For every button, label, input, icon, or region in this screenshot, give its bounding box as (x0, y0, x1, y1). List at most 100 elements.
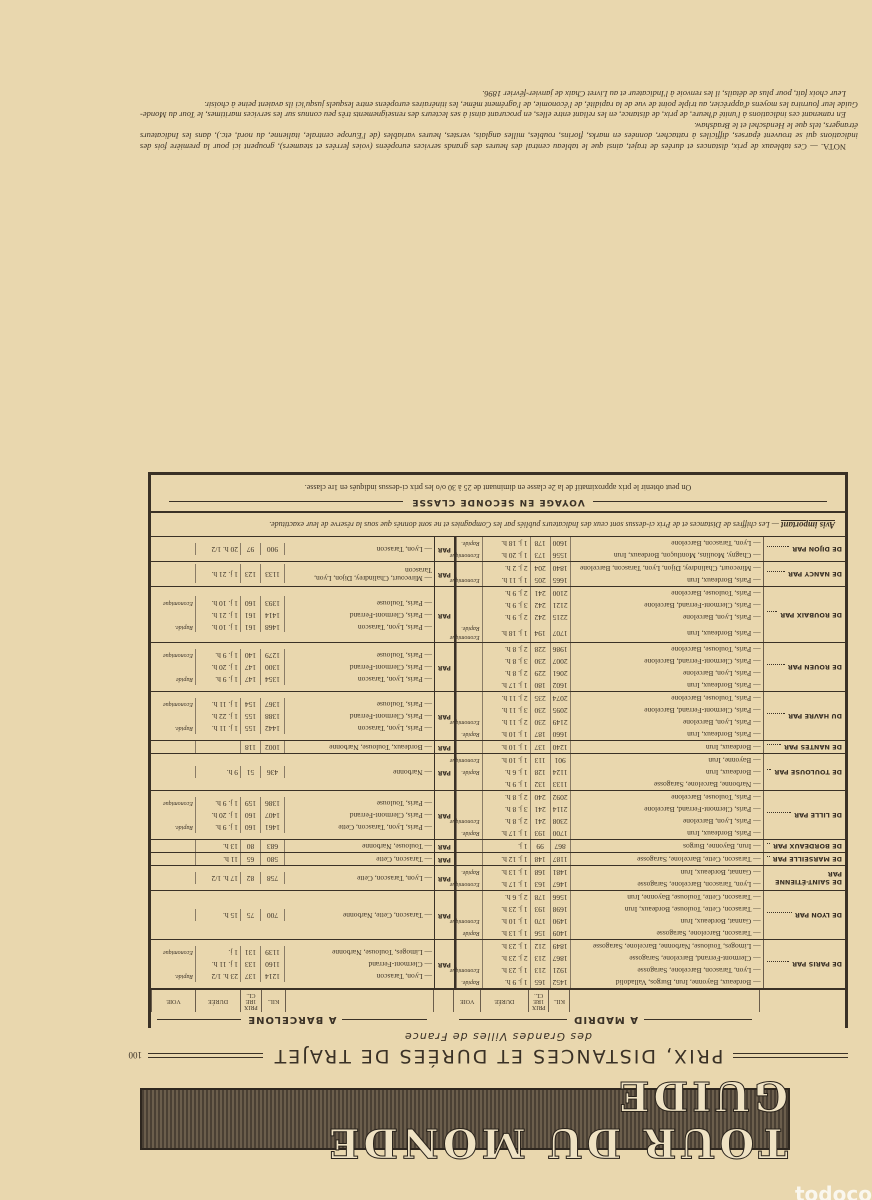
page-title: PRIX, DISTANCES ET DURÉES DE TRAJET (272, 1045, 724, 1067)
route-km: 1160 (260, 958, 284, 970)
dot-leader (766, 713, 786, 719)
route-route: — Paris, Clermont-Ferrand, Barcelone (569, 704, 763, 716)
route-voie (455, 587, 482, 599)
route-prix: 51 (240, 766, 260, 778)
table-row: DE PARIS PAR — Bordeaux, Bayonne, Irun, B… (151, 939, 845, 988)
route-route: — Paris, Bordeaux, Irun (569, 728, 763, 740)
route-prix: 154 (240, 698, 260, 710)
route-voie: Rapide. (455, 537, 482, 549)
table-row: DE DIJON PAR — Chagny, Moulins, Montluçon… (151, 536, 845, 561)
route-km: 2100 (549, 587, 570, 599)
route-duree: 1 j. 17 h. (481, 878, 530, 890)
route-duree: 1 j. 9 h. (195, 821, 240, 833)
route-line: — Paris, Clermont-Ferrand 1414 161 1 j. 21 … (151, 608, 434, 621)
route-duree: 2 j. 23 h. (481, 952, 530, 964)
title-row: PRIX, DISTANCES ET DURÉES DE TRAJET (147, 1044, 848, 1068)
route-duree: 2 j. 11 h. (481, 692, 530, 704)
city-label: DE PARIS PAR (792, 960, 842, 969)
column-headers: KIL. PRIX 1re cl. DURÉE VOIE KIL. PRIX 1re cl… (151, 988, 845, 1012)
route-prix: 242 (529, 599, 550, 611)
route-prix: 170 (529, 915, 550, 927)
route-line: — Gannat, Bordeaux, Irun 1481 168 1 j. 13 h… (455, 866, 763, 878)
route-line: — Tarascon, Cette, Barcelone, Saragosse 1… (455, 853, 763, 865)
route-line: — Paris, Lyon, Barcelone 2061 229 2 j. 8 h. (455, 667, 763, 679)
column-header-voie: VOIE (453, 990, 480, 1012)
column-header-duree: DURÉE (195, 990, 241, 1012)
route-voie (151, 609, 195, 621)
route-duree: 23 h. 1/2 (195, 970, 240, 982)
route-duree: 2 j. 11 h. (481, 716, 530, 728)
route-voie (151, 840, 195, 852)
dot-leader (766, 744, 781, 750)
route-duree: 20 h. 1/2 (195, 543, 240, 555)
fare-table: A MADRID A BARCELONE KIL. PRIX 1re cl. DUR… (148, 472, 848, 1028)
route-voie (151, 958, 195, 970)
city-cell: DE SAINT-ÉTIENNE PAR (764, 866, 845, 890)
route-line: — Paris, Toulouse 1386 159 1 j. 9 h. Economi… (151, 797, 434, 809)
route-voie (455, 791, 482, 803)
route-line: — Lyon, Tarascon, Barcelone, Saragosse 19… (450, 964, 763, 976)
route-prix: 156 (529, 927, 550, 939)
route-prix: 228 (529, 643, 550, 655)
route-prix: 212 (529, 940, 550, 952)
route-prix: 147 (240, 661, 260, 673)
route-km: 758 (260, 872, 284, 884)
dot-leader (766, 843, 770, 849)
route-route: — Bayonne, Irun (569, 754, 763, 766)
route-km: 1214 (260, 970, 284, 982)
route-line: — Lyon, Tarascon, Cette 758 82 17 h. 1/2 (151, 872, 434, 884)
route-prix: 178 (529, 537, 550, 549)
route-voie: Economique (450, 878, 482, 890)
route-prix: 137 (240, 970, 260, 982)
city-label: DE BORDEAUX PAR (772, 842, 842, 851)
par-label: PAR (434, 562, 456, 586)
route-prix: 241 (529, 815, 550, 827)
route-route: — Paris, Bordeaux, Irun (569, 574, 763, 586)
route-prix: 187 (529, 728, 550, 740)
route-duree: 1 j. 9 h. (481, 976, 530, 988)
route-line: — Toulouse, Narbonne 683 80 13 h. (151, 840, 434, 852)
city-cell: DE BORDEAUX PAR (764, 840, 845, 852)
route-duree: 1 j. 20 h. (195, 661, 240, 673)
route-route: — Paris, Toulouse (284, 596, 434, 609)
route-km: 1849 (549, 940, 570, 952)
barcelone-routes: — Lyon, Tarascon 1214 137 23 h. 1/2 Rapide. —… (151, 940, 434, 988)
route-line: — Lyon, Tarascon 1214 137 23 h. 1/2 Rapide. (151, 970, 434, 982)
route-km: 1700 (549, 827, 570, 839)
route-duree: 1 j. 22 h. (195, 710, 240, 722)
route-route: — Paris, Clermont-Ferrand (284, 608, 434, 621)
route-prix: 180 (529, 679, 550, 691)
route-prix: 235 (529, 692, 550, 704)
par-label: PAR (434, 754, 456, 790)
route-voie (455, 643, 482, 655)
table-row: DE SAINT-ÉTIENNE PAR — Lyon, Tarascon, Ba… (151, 865, 845, 890)
route-route: — Clermont-Ferrand (284, 958, 434, 970)
divider (147, 1053, 263, 1059)
route-route: — Clermont-Ferrand, Barcelone, Saragosse (569, 952, 763, 964)
watermark: todocolec (795, 1182, 872, 1200)
route-voie (455, 692, 482, 704)
route-line: — Bordeaux, Irun 1240 137 1 j. 10 h. (455, 741, 763, 753)
route-km: 700 (260, 909, 284, 921)
route-line: — Paris, Toulouse, Barcelone 2074 235 2 j. … (455, 692, 763, 704)
route-voie: Rapide (176, 676, 193, 683)
route-prix: 118 (240, 741, 260, 753)
route-duree: 2 j. 8 h. (481, 815, 530, 827)
madrid-routes: — Chagny, Moulins, Montluçon, Bordeaux, … (450, 537, 764, 561)
route-voie: Economique (163, 800, 193, 807)
par-label: PAR (434, 741, 456, 753)
route-prix: 204 (529, 562, 550, 574)
route-km: 1867 (549, 952, 570, 964)
route-duree: 15 h. (195, 909, 240, 921)
table-row: DE NANCY PAR — Paris, Bordeaux, Irun 1665 2… (151, 561, 845, 586)
route-duree: 1 j. 11 h. (195, 958, 240, 970)
page-subtitle: des Grandes Villes de France (403, 1030, 593, 1043)
route-km: 2114 (549, 803, 570, 815)
route-km: 1665 (549, 574, 570, 586)
city-cell: DE LILLE PAR (764, 791, 845, 839)
route-voie (455, 891, 482, 903)
city-label: DE ROUEN PAR (787, 663, 842, 672)
route-km: 1698 (549, 903, 570, 915)
route-prix: 161 (240, 620, 260, 633)
